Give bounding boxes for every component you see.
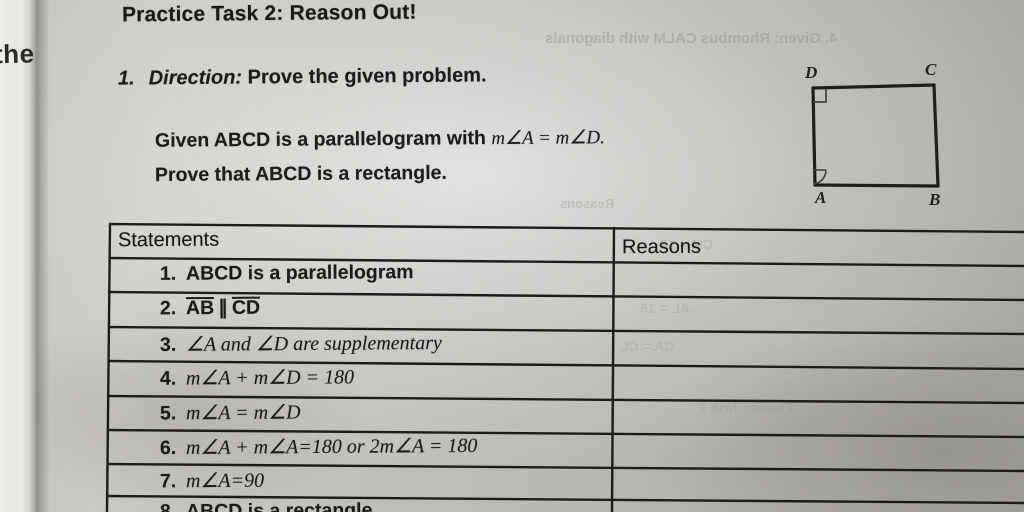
row-sep-7 xyxy=(105,494,1024,505)
statement-num-8: 8. xyxy=(159,500,177,512)
side-cb xyxy=(932,83,940,188)
table-column-divider xyxy=(610,226,616,512)
statement-row-2: 2. AB ∥ CD xyxy=(160,296,260,321)
row-sep-5 xyxy=(106,428,1024,439)
statement-text-8: ABCD is a rectangle xyxy=(185,499,373,512)
vertex-label-d: D xyxy=(805,63,818,82)
statement-text-1: ABCD is a parallelogram xyxy=(185,261,414,285)
side-dc xyxy=(811,83,936,90)
row-sep-2 xyxy=(107,325,1024,336)
statement-num-2: 2. xyxy=(159,297,177,320)
header-statements: Statements xyxy=(117,228,220,252)
statement-num-7: 7. xyxy=(159,470,177,493)
statement-num-1: 1. xyxy=(159,262,177,285)
table-top-border xyxy=(108,222,1024,234)
statement-text-4: m∠A + m∠D = 180 xyxy=(185,366,355,390)
parallel-symbol: ∥ xyxy=(218,296,228,319)
vertex-label-a: A xyxy=(815,188,827,207)
statement-row-5: 5. m∠A = m∠D xyxy=(160,400,301,426)
statement-row-7: 7. m∠A=90 xyxy=(160,468,264,494)
underlying-page-text: the xyxy=(0,38,35,70)
right-angle-mark-d xyxy=(813,89,827,103)
vertex-label-b: B xyxy=(929,190,941,209)
row-sep-4 xyxy=(106,394,1024,405)
statement-num-4: 4. xyxy=(159,367,177,390)
row-sep-6 xyxy=(106,462,1024,473)
statement-text-7: m∠A=90 xyxy=(185,469,265,493)
side-ba xyxy=(813,183,940,188)
row-sep-header xyxy=(108,256,1024,268)
side-ad xyxy=(811,86,817,187)
statement-text-3: ∠A and ∠D are supplementary xyxy=(185,332,442,356)
vertex-label-c: C xyxy=(925,60,937,79)
table-left-border xyxy=(105,222,112,512)
row-sep-3 xyxy=(107,359,1024,371)
statement-row-1: 1. ABCD is a parallelogram xyxy=(160,261,414,286)
statement-row-3: 3. ∠A and ∠D are supplementary xyxy=(160,330,442,357)
page-edge-strip: the xyxy=(0,0,36,512)
statement-num-5: 5. xyxy=(159,402,177,425)
statement-text-6: m∠A + m∠A=180 or 2m∠A = 180 xyxy=(185,434,478,459)
statement-num-3: 3. xyxy=(159,333,177,356)
page-edge-shadow xyxy=(36,0,50,512)
statement-row-4: 4. m∠A + m∠D = 180 xyxy=(160,364,354,390)
angle-arc-a xyxy=(813,169,827,185)
parallelogram-figure: D C A B xyxy=(795,58,980,218)
statement-row-8: 8. ABCD is a rectangle xyxy=(160,499,373,512)
segment-cd: CD xyxy=(231,296,261,319)
statement-row-6: 6. m∠A + m∠A=180 or 2m∠A = 180 xyxy=(160,433,477,460)
statement-num-6: 6. xyxy=(159,436,177,460)
segment-ab: AB xyxy=(185,296,215,320)
header-reasons: Reasons xyxy=(621,235,702,259)
statement-text-5: m∠A = m∠D xyxy=(185,401,301,425)
parallelogram-svg xyxy=(811,83,940,188)
row-sep-1 xyxy=(107,290,1024,302)
